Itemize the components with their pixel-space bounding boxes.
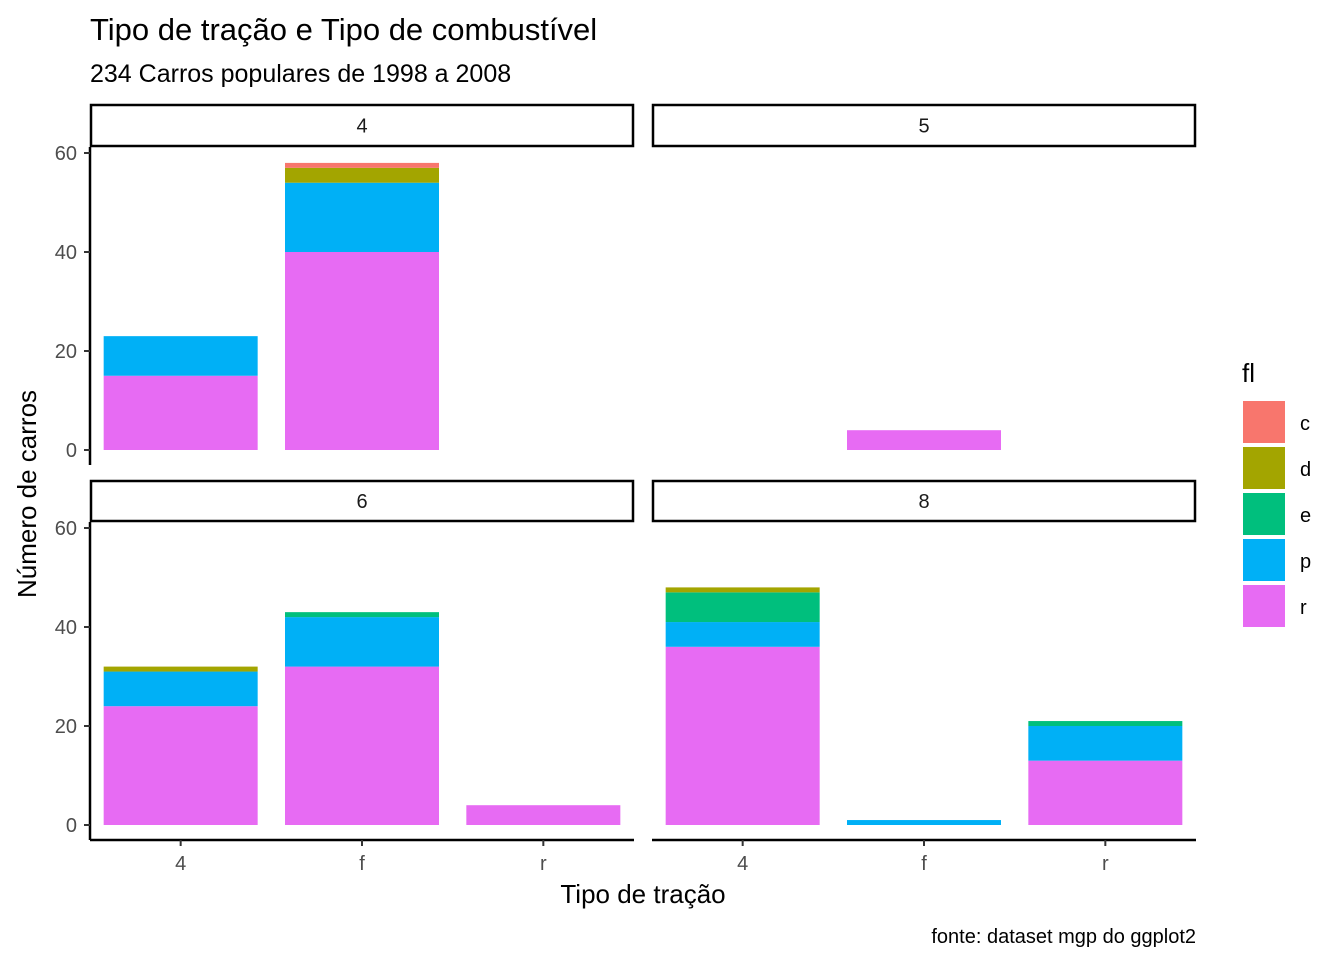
bar-segment-p <box>1028 726 1183 761</box>
facet-panel-8: 8 4 f r <box>651 479 1197 875</box>
facet-strip <box>651 103 1197 148</box>
y-tick-label: 40 <box>55 617 77 639</box>
bar-segment-r <box>1028 760 1183 825</box>
y-tick-label: 0 <box>66 815 77 837</box>
x-tick-label: r <box>1102 853 1109 875</box>
bar-segment-r <box>466 805 621 825</box>
facet-strip-label: 6 <box>356 491 367 513</box>
bar-segment-r <box>103 706 258 825</box>
y-tick-label: 0 <box>66 440 77 462</box>
bar-segment-p <box>285 182 439 252</box>
x-tick-label: 4 <box>737 853 748 875</box>
facet-strip <box>89 103 635 148</box>
legend-key-c <box>1243 401 1285 443</box>
x-tick-label: 4 <box>175 853 186 875</box>
legend-title: fl <box>1242 358 1255 388</box>
y-tick-label: 20 <box>55 716 77 738</box>
y-tick-label: 60 <box>55 143 77 165</box>
bar-segment-p <box>665 622 820 647</box>
legend-key-e <box>1243 493 1285 535</box>
bar-segment-r <box>665 646 820 825</box>
bar-segment-r <box>103 375 258 450</box>
bar-segment-e <box>665 592 820 623</box>
bar-segment-r <box>285 252 439 450</box>
legend-key-p <box>1243 539 1285 581</box>
facet-strip <box>651 479 1197 523</box>
x-tick-label: f <box>921 853 927 875</box>
facet-strip-label: 4 <box>356 116 367 138</box>
legend-label-c: c <box>1300 413 1310 435</box>
bar-segment-e <box>1028 721 1183 726</box>
facet-strip-label: 5 <box>918 116 929 138</box>
x-tick-label: f <box>359 853 365 875</box>
chart-subtitle: 234 Carros populares de 1998 a 2008 <box>90 60 511 88</box>
legend: fl c d e p r <box>1242 358 1311 627</box>
bar-segment-p <box>847 820 1001 825</box>
y-axis-title: Número de carros <box>12 390 42 598</box>
bar-segment-d <box>285 167 439 183</box>
legend-label-r: r <box>1300 597 1307 619</box>
facet-strip-label: 8 <box>918 491 929 513</box>
facet-strip <box>89 479 635 523</box>
chart-caption: fonte: dataset mgp do ggplot2 <box>931 926 1196 948</box>
bar-segment-r <box>847 430 1001 450</box>
bar-segment-d <box>665 587 820 593</box>
bar-segment-p <box>285 617 439 667</box>
legend-label-d: d <box>1300 459 1311 481</box>
bar-segment-r <box>285 666 439 825</box>
bar-segment-d <box>103 666 258 672</box>
legend-key-d <box>1243 447 1285 489</box>
bar-segment-e <box>285 612 439 618</box>
x-axis-title: Tipo de tração <box>560 879 725 909</box>
legend-label-p: p <box>1300 551 1311 573</box>
facet-panel-5: 5 <box>651 103 1197 450</box>
legend-label-e: e <box>1300 505 1311 527</box>
y-tick-label: 40 <box>55 242 77 264</box>
y-tick-label: 20 <box>55 341 77 363</box>
x-tick-label: r <box>540 853 547 875</box>
bar-segment-c <box>285 162 439 168</box>
y-tick-label: 60 <box>55 518 77 540</box>
bar-segment-p <box>103 671 258 707</box>
legend-key-r <box>1243 585 1285 627</box>
bar-segment-p <box>103 336 258 376</box>
chart-title: Tipo de tração e Tipo de combustível <box>90 12 597 47</box>
